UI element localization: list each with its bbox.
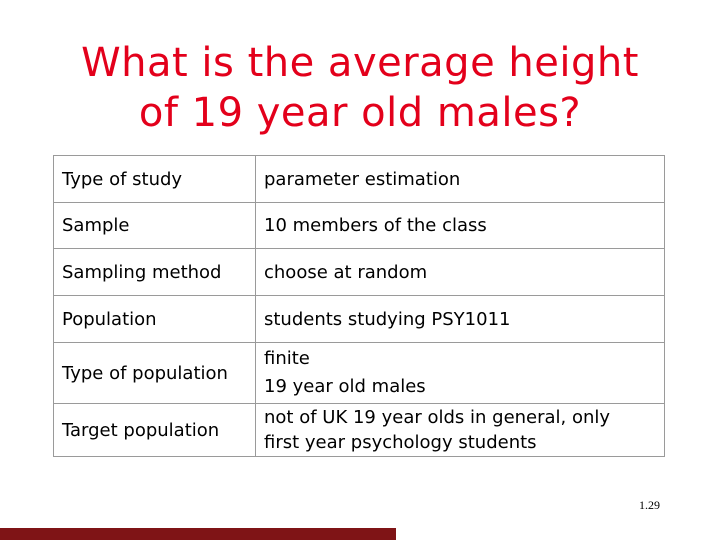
row-value: 10 members of the class [255, 202, 665, 249]
table-row: Population students studying PSY1011 [53, 295, 665, 343]
row-value-line: parameter estimation [264, 168, 461, 190]
table-row: Type of population finite 19 year old ma… [53, 342, 665, 404]
table-row: Target population not of UK 19 year olds… [53, 403, 665, 457]
row-value-line: 19 year old males [264, 376, 426, 397]
row-value: parameter estimation [255, 155, 665, 203]
row-value-line: finite [264, 348, 310, 369]
table-row: Sample 10 members of the class [53, 202, 665, 249]
row-label: Target population [53, 403, 256, 457]
row-value-line: 10 members of the class [264, 215, 487, 236]
row-value: finite 19 year old males [255, 342, 665, 404]
row-value-line: first year psychology students [264, 432, 537, 453]
row-value-line: choose at random [264, 261, 428, 283]
slide-title-line-1: What is the average height [81, 40, 639, 86]
study-info-table: Type of study parameter estimation Sampl… [53, 155, 665, 457]
row-label: Sampling method [53, 248, 256, 296]
row-value: students studying PSY1011 [255, 295, 665, 343]
row-value: not of UK 19 year olds in general, only … [255, 403, 665, 457]
row-value: choose at random [255, 248, 665, 296]
slide-title: What is the average height of 19 year ol… [0, 38, 720, 138]
page-number: 1.29 [639, 498, 660, 512]
table-row: Sampling method choose at random [53, 248, 665, 296]
table-row: Type of study parameter estimation [53, 155, 665, 203]
row-label: Population [53, 295, 256, 343]
slide-title-line-2: of 19 year old males? [138, 90, 582, 136]
row-value-line: not of UK 19 year olds in general, only [264, 407, 611, 428]
row-label: Type of population [53, 342, 256, 404]
row-value-line: students studying PSY1011 [264, 308, 511, 330]
row-label: Sample [53, 202, 256, 249]
footer-bar [0, 528, 396, 540]
row-label: Type of study [53, 155, 256, 203]
